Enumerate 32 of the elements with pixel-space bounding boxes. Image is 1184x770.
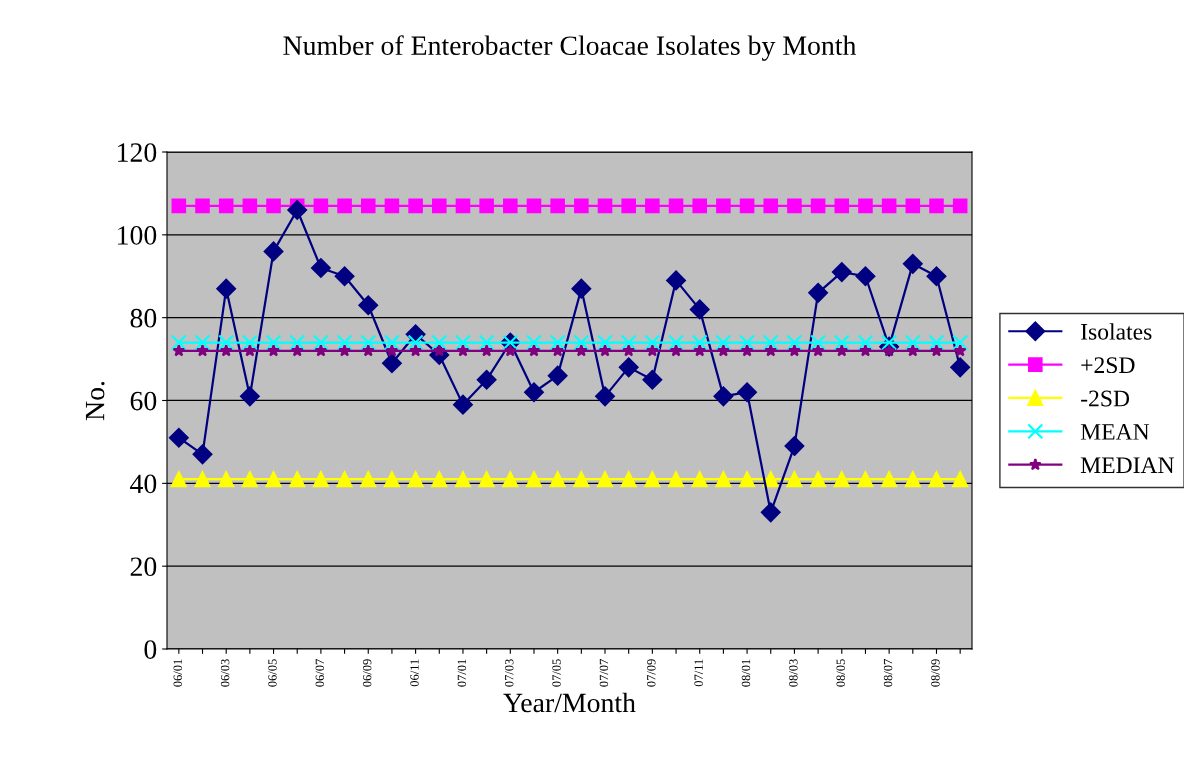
x-tick-label: 06/01 <box>173 659 182 687</box>
y-tick-label: 80 <box>130 308 157 328</box>
x-tick-label: 06/11 <box>410 659 419 687</box>
x-tick-label: 08/09 <box>931 659 940 687</box>
x-tick-label: 06/09 <box>362 659 372 687</box>
x-tick-label: 08/05 <box>836 659 845 687</box>
y-tick-label: 120 <box>118 143 157 162</box>
x-tick-label: 06/07 <box>315 659 325 687</box>
x-tick-label: 07/05 <box>552 659 561 687</box>
x-tick-label: 07/01 <box>457 659 467 687</box>
legend-label: MEAN <box>1080 424 1150 440</box>
y-tick-label: 40 <box>130 474 157 494</box>
x-tick-label: 08/07 <box>883 659 893 687</box>
legend-label: Isolates <box>1081 323 1152 340</box>
y-tick-label: 60 <box>130 391 157 411</box>
y-axis-title: No. <box>85 381 105 421</box>
x-tick-label: 08/01 <box>741 659 751 687</box>
x-tick-label: 07/03 <box>505 659 514 687</box>
legend-label: MEDIAN <box>1080 457 1175 474</box>
legend-label: +2SD <box>1081 357 1135 374</box>
x-tick-label: 06/05 <box>268 659 277 687</box>
y-tick-label: 0 <box>144 640 157 659</box>
x-axis-title: Year/Month <box>503 692 636 713</box>
y-tick-label: 100 <box>118 226 157 245</box>
x-tick-label: 07/11 <box>694 659 703 687</box>
chart-title: Number of Enterobacter Cloacae Isolates by Month <box>283 35 857 61</box>
x-tick-label: 08/03 <box>789 659 798 687</box>
x-tick-label: 06/03 <box>220 659 230 687</box>
y-tick-label: 20 <box>130 557 157 577</box>
legend-label: -2SD <box>1081 390 1130 407</box>
x-tick-label: 07/07 <box>599 659 609 687</box>
x-tick-label: 07/09 <box>647 659 656 687</box>
